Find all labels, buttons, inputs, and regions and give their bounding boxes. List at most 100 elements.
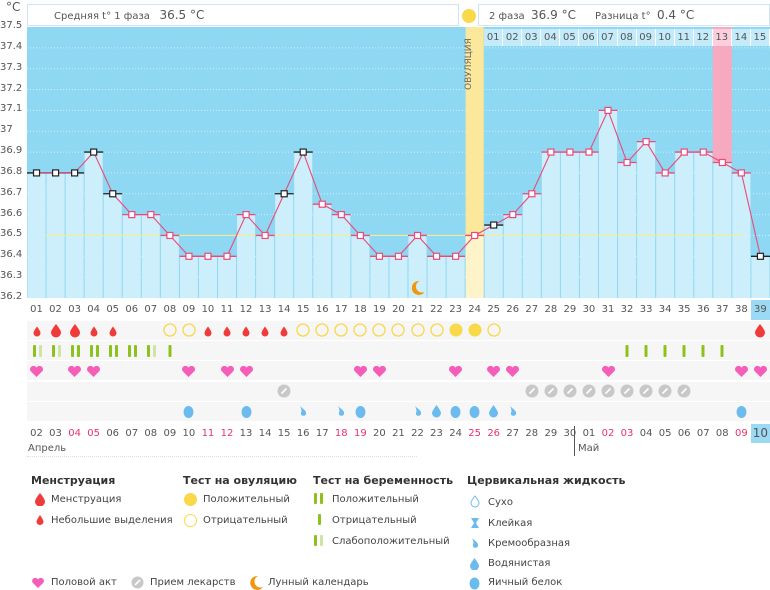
cycle-day-label[interactable]: 08	[163, 304, 177, 315]
cycle-day-label[interactable]: 02	[49, 304, 62, 315]
calendar-date-label[interactable]: 08	[144, 428, 158, 439]
calendar-date-label[interactable]: 27	[506, 428, 520, 439]
cycle-day-label[interactable]: 27	[525, 304, 539, 315]
calendar-date-label[interactable]: 14	[258, 428, 272, 439]
cycle-day-label[interactable]: 07	[144, 304, 158, 315]
ovulation-test-negative-icon[interactable]	[334, 323, 348, 337]
sex-heart-icon[interactable]	[753, 365, 768, 378]
cycle-day-label[interactable]: 30	[582, 304, 596, 315]
fluid-creamy-icon[interactable]	[298, 405, 308, 418]
ovulation-test-negative-icon[interactable]	[182, 323, 196, 337]
cycle-day-label[interactable]: 14	[277, 304, 291, 315]
calendar-date-label[interactable]: 26	[487, 428, 501, 439]
sex-heart-icon[interactable]	[734, 365, 749, 378]
calendar-date-label[interactable]: 10	[182, 428, 196, 439]
ovulation-test-negative-icon[interactable]	[353, 323, 368, 337]
fluid-creamy-icon[interactable]	[508, 405, 518, 418]
pill-icon[interactable]	[658, 384, 672, 398]
sex-heart-icon[interactable]	[372, 365, 387, 378]
ovulation-test-positive-icon[interactable]	[468, 323, 482, 337]
pill-icon[interactable]	[601, 384, 615, 398]
cycle-day-label[interactable]: 32	[620, 304, 634, 315]
sex-heart-icon[interactable]	[220, 365, 235, 378]
pill-icon[interactable]	[544, 384, 558, 398]
pregnancy-test-faint-icon[interactable]	[50, 344, 62, 358]
ovulation-test-negative-icon[interactable]	[410, 323, 425, 337]
calendar-date-label[interactable]: 25	[468, 428, 481, 439]
pill-icon[interactable]	[620, 384, 634, 398]
calendar-date-label[interactable]: 23	[430, 428, 443, 439]
calendar-date-label[interactable]: 12	[220, 428, 234, 439]
ovulation-test-negative-icon[interactable]	[487, 323, 501, 337]
calendar-date-label[interactable]: 24	[449, 428, 462, 439]
cycle-day-label[interactable]: 21	[411, 304, 424, 315]
cycle-day-label[interactable]: 11	[220, 304, 234, 315]
menstruation-light-icon[interactable]	[33, 326, 41, 337]
calendar-date-label[interactable]: 05	[658, 428, 672, 439]
menstruation-heavy-icon[interactable]	[754, 323, 766, 338]
calendar-date-label[interactable]: 17	[315, 428, 329, 439]
fluid-eggwhite-icon[interactable]	[241, 404, 252, 419]
ovulation-test-negative-icon[interactable]	[372, 323, 387, 337]
calendar-date-label[interactable]: 22	[411, 428, 424, 439]
cycle-day-label[interactable]: 13	[258, 304, 272, 315]
cycle-day-label[interactable]: 29	[563, 304, 577, 315]
pregnancy-test-negative-icon[interactable]	[643, 344, 649, 358]
calendar-date-label[interactable]: 03	[620, 428, 634, 439]
calendar-date-label[interactable]: 19	[353, 428, 367, 439]
menstruation-heavy-icon[interactable]	[50, 323, 62, 338]
menstruation-light-icon[interactable]	[242, 326, 250, 337]
fluid-creamy-icon[interactable]	[413, 405, 423, 418]
fluid-eggwhite-icon[interactable]	[469, 404, 480, 419]
pregnancy-test-positive-icon[interactable]	[69, 344, 81, 358]
menstruation-light-icon[interactable]	[204, 326, 212, 337]
ovulation-test-negative-icon[interactable]	[315, 323, 329, 337]
calendar-date-label[interactable]: 28	[525, 428, 539, 439]
calendar-date-label[interactable]: 04	[639, 428, 653, 439]
pregnancy-test-negative-icon[interactable]	[700, 344, 706, 358]
cycle-day-label[interactable]: 36	[696, 304, 710, 315]
cycle-day-label[interactable]: 05	[106, 304, 120, 315]
pregnancy-test-negative-icon[interactable]	[167, 344, 173, 358]
calendar-date-label[interactable]: 06	[106, 428, 120, 439]
pill-icon[interactable]	[582, 384, 596, 398]
calendar-date-label[interactable]: 15	[277, 428, 291, 439]
calendar-date-label[interactable]: 13	[239, 428, 253, 439]
cycle-day-label[interactable]: 16	[315, 304, 329, 315]
cycle-day-label[interactable]: 01	[30, 304, 43, 315]
cycle-day-label[interactable]: 12	[239, 304, 253, 315]
fluid-watery-icon[interactable]	[488, 404, 499, 418]
pill-icon[interactable]	[525, 384, 539, 398]
cycle-day-label[interactable]: 34	[658, 304, 672, 315]
cycle-day-label[interactable]: 37	[715, 304, 729, 315]
calendar-date-label[interactable]: 18	[334, 428, 348, 439]
cycle-day-label[interactable]: 17	[334, 304, 348, 315]
cycle-day-label[interactable]: 04	[87, 304, 100, 315]
cycle-day-label[interactable]: 24	[468, 304, 481, 315]
pregnancy-test-negative-icon[interactable]	[624, 344, 630, 358]
cycle-day-label[interactable]: 22	[430, 304, 443, 315]
calendar-date-label[interactable]: 02	[601, 428, 615, 439]
cycle-day-label[interactable]: 18	[353, 304, 367, 315]
calendar-date-label[interactable]: 30	[563, 428, 577, 439]
pregnancy-test-faint-icon[interactable]	[31, 344, 43, 358]
cycle-day-label[interactable]: 38	[734, 304, 748, 315]
pill-icon[interactable]	[639, 384, 653, 398]
cycle-day-label[interactable]: 31	[601, 304, 615, 315]
pregnancy-test-positive-icon[interactable]	[126, 344, 138, 358]
cycle-day-label[interactable]: 19	[373, 304, 386, 315]
cycle-day-label[interactable]: 33	[639, 304, 653, 315]
cycle-day-label[interactable]: 09	[182, 304, 196, 315]
fluid-eggwhite-icon[interactable]	[450, 404, 461, 419]
pregnancy-test-positive-icon[interactable]	[107, 344, 119, 358]
sex-heart-icon[interactable]	[601, 365, 616, 378]
sex-heart-icon[interactable]	[181, 365, 196, 378]
calendar-date-label[interactable]: 07	[696, 428, 710, 439]
calendar-date-label[interactable]: 02	[30, 428, 43, 439]
pill-icon[interactable]	[677, 384, 691, 398]
cycle-day-label[interactable]: 20	[392, 304, 405, 315]
menstruation-light-icon[interactable]	[109, 326, 117, 337]
pregnancy-test-negative-icon[interactable]	[719, 344, 725, 358]
pill-icon[interactable]	[563, 384, 577, 398]
calendar-date-label[interactable]: 08	[715, 428, 729, 439]
